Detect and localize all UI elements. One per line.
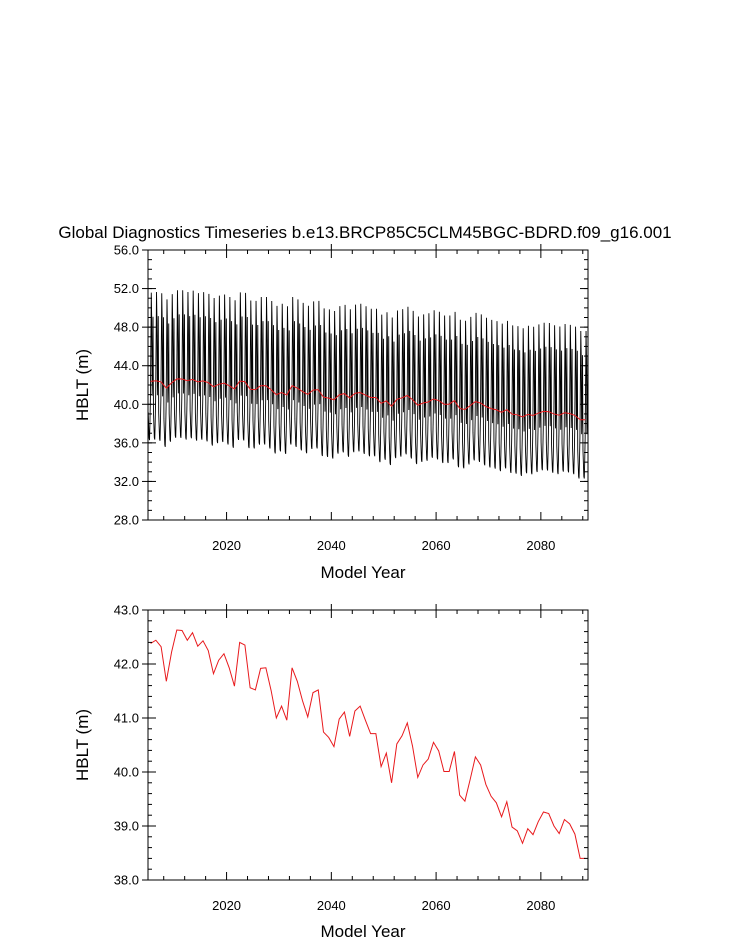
top-y-tick-label: 36.0 [114,435,139,450]
bottom-x-tick-label: 2060 [422,898,451,913]
bottom-y-tick-label: 41.0 [114,711,139,726]
bottom-y-axis-title: HBLT (m) [73,709,92,781]
bottom-y-tick-label: 38.0 [114,873,139,888]
bottom-x-tick-label: 2080 [526,898,555,913]
top-x-tick-label: 2040 [317,538,346,553]
bottom-x-tick-label: 2020 [212,898,241,913]
top-y-tick-label: 56.0 [114,243,139,258]
bottom-y-tick-label: 40.0 [114,765,139,780]
annual-series-line [150,378,586,421]
bottom-plot-frame [147,609,589,881]
bottom-y-tick-label: 39.0 [114,819,139,834]
top-axis-ticks: 2020 2040 2060 2080 28.0 32.0 36.0 40.0 44.0 48.0… [114,243,588,553]
top-y-tick-label: 32.0 [114,474,139,489]
top-y-tick-label: 52.0 [114,281,139,296]
top-x-axis-title: Model Year [320,563,405,582]
top-x-tick-label: 2060 [422,538,451,553]
top-y-tick-label: 40.0 [114,397,139,412]
top-y-tick-label: 48.0 [114,320,139,335]
top-y-tick-label: 28.0 [114,513,139,528]
annual-series-line [150,629,586,859]
chart-title: Global Diagnostics Timeseries b.e13.BRCP… [58,223,671,242]
top-plot-series [147,290,589,479]
bottom-plot-series [150,629,586,859]
bottom-y-tick-label: 43.0 [114,603,139,618]
bottom-y-tick-label: 42.0 [114,657,139,672]
bottom-axis-ticks: 2020 2040 2060 2080 38.0 39.0 40.0 41.0 42.0 43.0 [114,603,588,913]
top-x-tick-label: 2020 [212,538,241,553]
top-x-tick-label: 2080 [526,538,555,553]
bottom-panel: 2020 2040 2060 2080 38.0 39.0 40.0 41.0 42.0 43.0… [73,603,589,941]
top-y-axis-title: HBLT (m) [73,349,92,421]
top-y-tick-label: 44.0 [114,358,139,373]
monthly-series-line [147,290,589,479]
bottom-x-axis-title: Model Year [320,922,405,941]
top-panel: 2020 2040 2060 2080 28.0 32.0 36.0 40.0 44.0 48.0… [73,243,589,582]
bottom-x-tick-label: 2040 [317,898,346,913]
